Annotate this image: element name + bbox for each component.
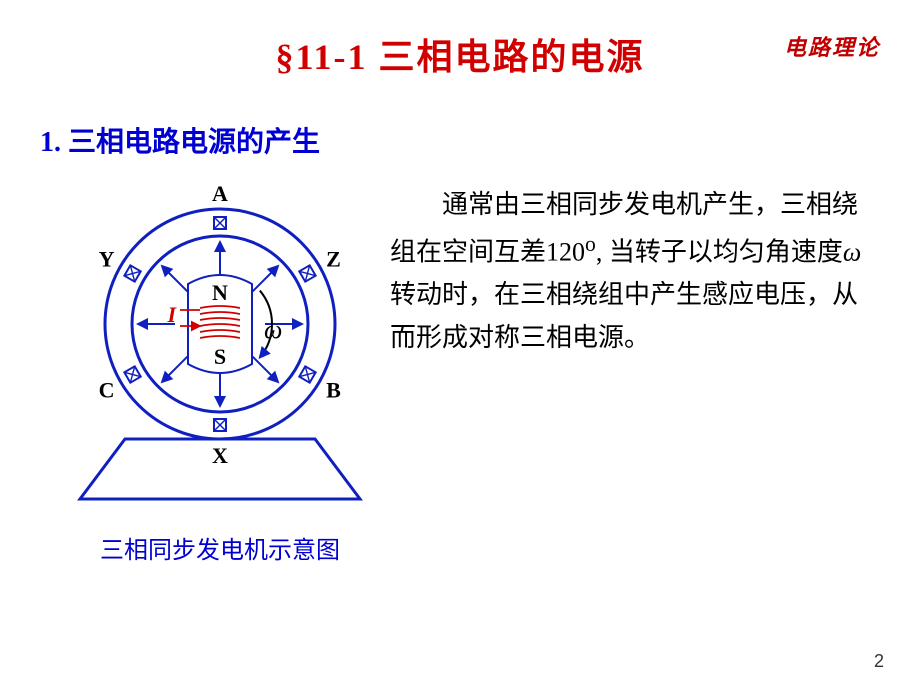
generator-diagram: N S Iω A Z B X C Y — [70, 184, 370, 514]
svg-text:A: A — [212, 184, 228, 206]
body-text-2a: , 当转子以均匀角速度 — [596, 238, 843, 267]
page-number: 2 — [874, 651, 884, 672]
degree-superscript: o — [585, 232, 596, 256]
body-text-2b: 转动时，在三相绕组中产生感应电压，从而形成对称三相电源。 — [390, 280, 858, 352]
svg-text:X: X — [212, 443, 228, 468]
watermark: 电路理论 — [784, 30, 880, 62]
page-title: §11-1 三相电路的电源 — [0, 0, 920, 80]
svg-text:Y: Y — [99, 247, 115, 272]
diagram-column: N S Iω A Z B X C Y 三相同步发电机示意图 — [0, 184, 380, 565]
diagram-caption: 三相同步发电机示意图 — [100, 530, 340, 565]
text-column: 通常由三相同步发电机产生，三相绕组在空间互差120o, 当转子以均匀角速度ω转动… — [380, 184, 920, 565]
svg-text:C: C — [99, 378, 115, 403]
svg-text:ω: ω — [264, 315, 282, 344]
section-heading: 1. 三相电路电源的产生 — [40, 120, 920, 160]
svg-text:I: I — [166, 302, 177, 327]
svg-text:N: N — [212, 280, 228, 305]
svg-text:B: B — [326, 378, 341, 403]
svg-text:Z: Z — [326, 247, 341, 272]
body-paragraph: 通常由三相同步发电机产生，三相绕组在空间互差120o, 当转子以均匀角速度ω转动… — [390, 184, 880, 360]
content-row: N S Iω A Z B X C Y 三相同步发电机示意图 通常由三相同步发电机产生，三相绕组在… — [0, 184, 920, 565]
omega-symbol: ω — [843, 238, 861, 267]
svg-text:S: S — [214, 344, 226, 369]
